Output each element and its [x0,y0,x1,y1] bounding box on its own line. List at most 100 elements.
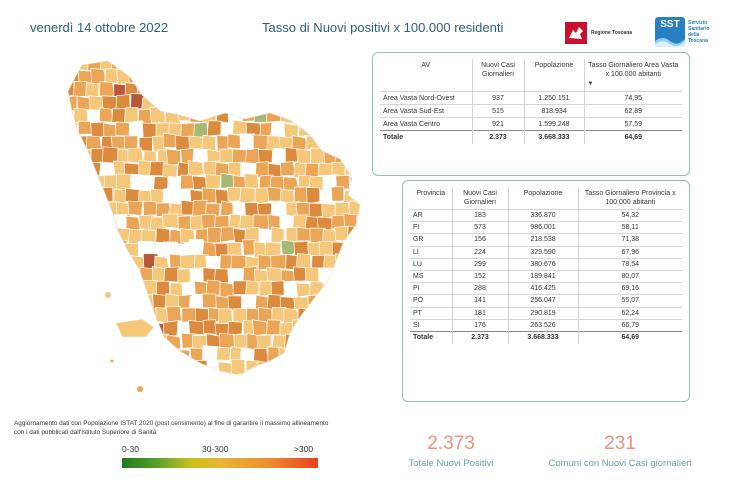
municipality-area [202,345,218,362]
table-row[interactable]: Area Vasta Nord-Ovest 937 1.250.151 74,95 [380,91,682,105]
municipality-area [76,148,92,165]
municipality-area [68,200,81,216]
municipality-area [321,121,339,139]
col-popolazione[interactable]: Popolazione [523,59,584,92]
table-cell: 1.250.151 [523,91,584,105]
municipality-area [155,227,171,244]
municipality-area [348,280,360,295]
table-row[interactable]: Area Vasta Centro 921 1.599.248 57,59 [380,117,682,131]
municipality-area [348,252,360,269]
municipality-area [293,61,309,69]
municipality-area [111,345,128,364]
municipality-area [360,229,370,242]
municipality-area [310,147,326,165]
municipality-area [128,68,144,84]
sst-text: Servizio Sanitario della Toscana [688,20,710,44]
col-av[interactable]: AV [421,62,431,69]
tuscany-choropleth-map [67,60,370,400]
municipality-area [295,282,312,298]
col-provincia[interactable]: Provincia [416,190,446,197]
municipality-area [68,176,80,191]
col-nuovi-casi-prov[interactable]: Nuovi Casi Giornalieri [451,187,508,210]
municipality-area [295,361,310,375]
municipality-area [271,387,285,400]
municipality-area [76,172,92,189]
municipality-area [149,106,167,124]
municipality-area [113,188,128,205]
municipality-area [227,320,243,337]
municipality-area [89,307,104,322]
table-row[interactable]: LU 299 380.676 78,54 [410,257,682,271]
table-row[interactable]: SI 176 263.526 66,79 [410,318,682,332]
municipality-area [88,376,104,390]
municipality-area [358,268,360,286]
municipality-area [283,388,299,400]
table-row[interactable]: PO 141 256.047 55,07 [410,294,682,307]
municipality-area [348,388,361,400]
municipality-area [361,280,370,294]
total-cell: 2.373 [471,130,524,144]
table-row[interactable]: FI 573 986.001 58,11 [410,221,682,234]
municipality-area [306,61,323,70]
municipality-area [175,349,191,366]
table-row[interactable]: LI 224 329.590 67,96 [410,245,682,259]
municipality-area [359,203,360,220]
municipality-area [304,319,321,335]
municipality-area [270,66,287,83]
municipality-area [358,107,360,123]
municipality-area [362,255,370,269]
page-title: Tasso di Nuovi positivi x 100.000 reside… [262,20,504,35]
col-popolazione-prov[interactable]: Popolazione [507,187,578,210]
municipality-area [164,293,180,308]
municipality-area [99,161,116,177]
table-total-row: Totale 2.373 3.668.333 64,69 [410,330,682,344]
municipality-area [161,213,179,229]
footnote-line-1: Aggiornamento dati con Popolazione ISTAT… [14,420,329,427]
table-cell: Area Vasta Centro [380,117,472,131]
municipality-area [334,283,349,297]
municipality-area [306,345,322,362]
municipality-area [139,348,155,364]
municipality-area [280,239,296,257]
montecristo-island [110,359,114,363]
col-tasso-av[interactable]: Tasso Giornaliero Area Vasta x 100.000 a… [583,59,682,92]
col-nuovi-casi[interactable]: Nuovi Casi Giornalieri [471,59,524,92]
regione-toscana-text: Regione Toscana [591,30,633,36]
table-cell: GR [410,233,452,247]
municipality-area [181,282,199,297]
municipality-area [320,81,336,98]
table-cell: PT [410,306,452,320]
municipality-area [331,61,348,72]
table-row[interactable]: PT 181 290.819 62,24 [410,306,682,320]
table-cell: 156 [451,233,508,247]
municipality-area [68,226,79,244]
municipality-area [143,388,156,400]
municipality-area [86,215,103,231]
municipality-area [230,359,246,375]
table-row[interactable]: Area Vasta Sud-Est 515 818.934 62,89 [380,104,682,118]
table-row[interactable]: PI 288 416.425 69,16 [410,282,682,295]
municipality-area [187,160,204,178]
municipality-area [77,228,93,243]
legend-high-label: >300 [294,444,314,454]
municipality-area [359,61,360,72]
municipality-area [348,334,360,352]
table-row[interactable]: GR 156 218.538 71,38 [410,233,682,247]
table-cell: 336.870 [507,208,578,222]
municipality-area [317,162,334,177]
table-cell: 986.001 [507,221,578,234]
municipality-area [162,132,177,149]
municipality-area [155,93,172,112]
total-cell: 64,69 [583,130,682,144]
sort-desc-icon[interactable]: ▼ [587,81,594,87]
table-cell: 329.590 [507,245,578,259]
municipality-area [240,82,257,100]
map-regions [68,61,370,400]
municipality-area [85,82,100,98]
table-row[interactable]: MS 152 189.841 80,07 [410,269,682,283]
table-row[interactable]: AR 183 336.870 54,32 [410,208,682,222]
municipality-area [279,107,297,124]
col-tasso-prov[interactable]: Tasso Giornaliero Provincia x 100.000 ab… [577,187,682,210]
municipality-area [205,69,221,85]
municipality-area [125,347,142,363]
